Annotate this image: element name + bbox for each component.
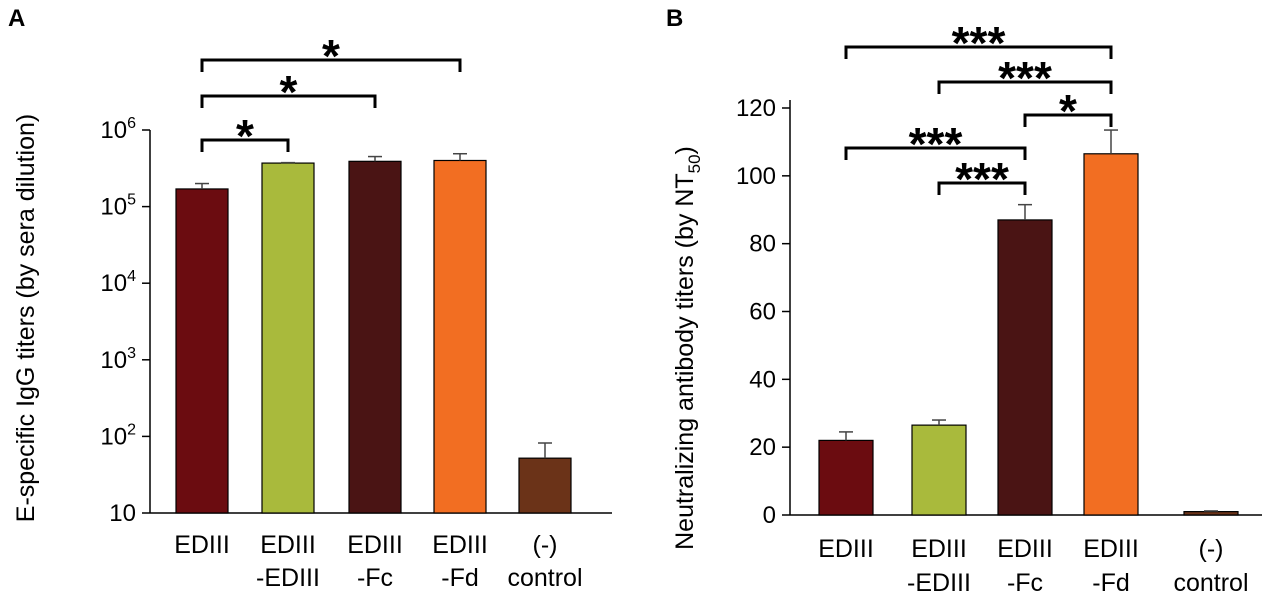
b-significance-bracket: [937, 181, 1027, 195]
a-significance-bracket: [200, 58, 462, 72]
a-x-label-line2: -Fc: [357, 564, 393, 592]
a-bar: [433, 159, 487, 514]
panel-a-bars: [175, 152, 572, 514]
a-x-label-line2: -EDIII: [256, 564, 320, 592]
a-y-tick-label: 102: [100, 421, 136, 450]
b-bar: [997, 219, 1053, 516]
panel-b-y-axis-title-main: Neutralizing antibody titers (by NT: [671, 173, 699, 550]
a-significance-bracket: [200, 94, 377, 108]
panel-a: A E-specific IgG titers (by sera dilutio…: [8, 5, 612, 592]
b-y-tick-label: 100: [736, 163, 776, 190]
panel-b-x-labels: EDIII EDIII -EDIII EDIII -Fc EDIII -Fd (-) contr…: [818, 535, 1248, 597]
a-x-label-line1: EDIII: [432, 531, 488, 559]
a-y-tick-base: 10: [100, 423, 127, 450]
panel-b-y-axis-title-subscript: 50: [685, 154, 704, 173]
a-significance-stars: *: [236, 110, 254, 162]
b-bar: [911, 424, 967, 516]
b-y-tick-label: 120: [736, 95, 776, 122]
a-significance-stars: *: [322, 30, 340, 82]
panel-a-x-labels: EDIII EDIII -EDIII EDIII -Fc EDIII -Fd (-) contr…: [174, 531, 582, 592]
b-y-tick-label: 80: [749, 231, 776, 258]
a-y-tick-base: 10: [100, 270, 127, 297]
a-bar: [175, 188, 229, 514]
a-y-tick-base: 10: [109, 500, 136, 527]
a-x-label-line1: EDIII: [174, 531, 230, 559]
a-x-label-line2: -Fd: [441, 564, 479, 592]
b-x-label-line1: (-): [1199, 535, 1224, 563]
b-significance-stars: ***: [955, 153, 1009, 205]
a-y-tick-exponent: 3: [127, 345, 136, 362]
b-x-label-line2: -Fd: [1092, 569, 1130, 597]
b-significance-stars: ***: [998, 52, 1052, 104]
panel-b-bars: [818, 129, 1239, 516]
a-y-tick-exponent: 2: [127, 421, 136, 438]
a-x-label-line2: control: [507, 564, 582, 592]
b-x-label-line1: EDIII: [1083, 535, 1139, 563]
a-bar: [518, 457, 572, 514]
b-x-label-line2: -EDIII: [907, 569, 971, 597]
panel-a-label: A: [8, 5, 25, 32]
a-bar: [261, 162, 315, 514]
panel-a-significance: * * *: [200, 30, 462, 162]
a-significance-bracket: [200, 138, 290, 152]
b-significance-bracket: [937, 80, 1113, 94]
panel-b-y-axis-title-end: ): [671, 146, 699, 154]
panel-b-y-axis-title: Neutralizing antibody titers (by NT50): [671, 146, 704, 550]
a-y-tick-exponent: 5: [127, 192, 136, 209]
a-significance-stars: *: [280, 66, 298, 118]
b-x-label-line1: EDIII: [818, 535, 874, 563]
b-significance-stars: ***: [909, 118, 963, 170]
a-y-tick-exponent: 6: [127, 115, 136, 132]
panel-b-y-ticks: 0 20 40 60 80 100 120: [736, 95, 790, 529]
b-significance-bracket: [844, 45, 1113, 59]
a-x-label-line1: EDIII: [260, 531, 316, 559]
b-bar: [818, 439, 874, 516]
b-x-label-line1: EDIII: [911, 535, 967, 563]
a-y-tick-label: 10: [109, 500, 136, 527]
panel-b-label: B: [666, 5, 683, 32]
a-y-tick-label: 105: [100, 192, 136, 221]
a-x-label-line1: EDIII: [347, 531, 403, 559]
b-y-tick-label: 0: [763, 502, 776, 529]
b-significance-stars: ***: [952, 17, 1006, 69]
a-y-tick-label: 106: [100, 115, 136, 144]
a-y-tick-base: 10: [100, 194, 127, 221]
b-x-label-line2: -Fc: [1007, 569, 1043, 597]
a-bar: [348, 160, 402, 514]
b-bar: [1183, 511, 1239, 516]
panel-b-significance: *************: [844, 17, 1113, 205]
panel-b: B Neutralizing antibody titers (by NT50)…: [666, 5, 1262, 597]
a-y-tick-label: 104: [100, 268, 136, 297]
b-x-label-line1: EDIII: [997, 535, 1053, 563]
a-y-tick-label: 103: [100, 345, 136, 374]
b-y-tick-label: 20: [749, 434, 776, 461]
a-x-label-line1: (-): [533, 531, 558, 559]
b-significance-bracket: [1023, 113, 1113, 127]
b-significance-stars: *: [1059, 85, 1077, 137]
b-y-tick-label: 60: [749, 299, 776, 326]
a-y-tick-exponent: 4: [127, 268, 136, 285]
panel-a-y-axis-title: E-specific IgG titers (by sera dilution): [12, 114, 40, 522]
b-bar: [1083, 153, 1139, 516]
b-x-label-line2: control: [1173, 569, 1248, 597]
a-y-tick-base: 10: [100, 347, 127, 374]
b-significance-bracket: [844, 146, 1027, 160]
a-y-tick-base: 10: [100, 117, 127, 144]
b-y-tick-label: 40: [749, 366, 776, 393]
